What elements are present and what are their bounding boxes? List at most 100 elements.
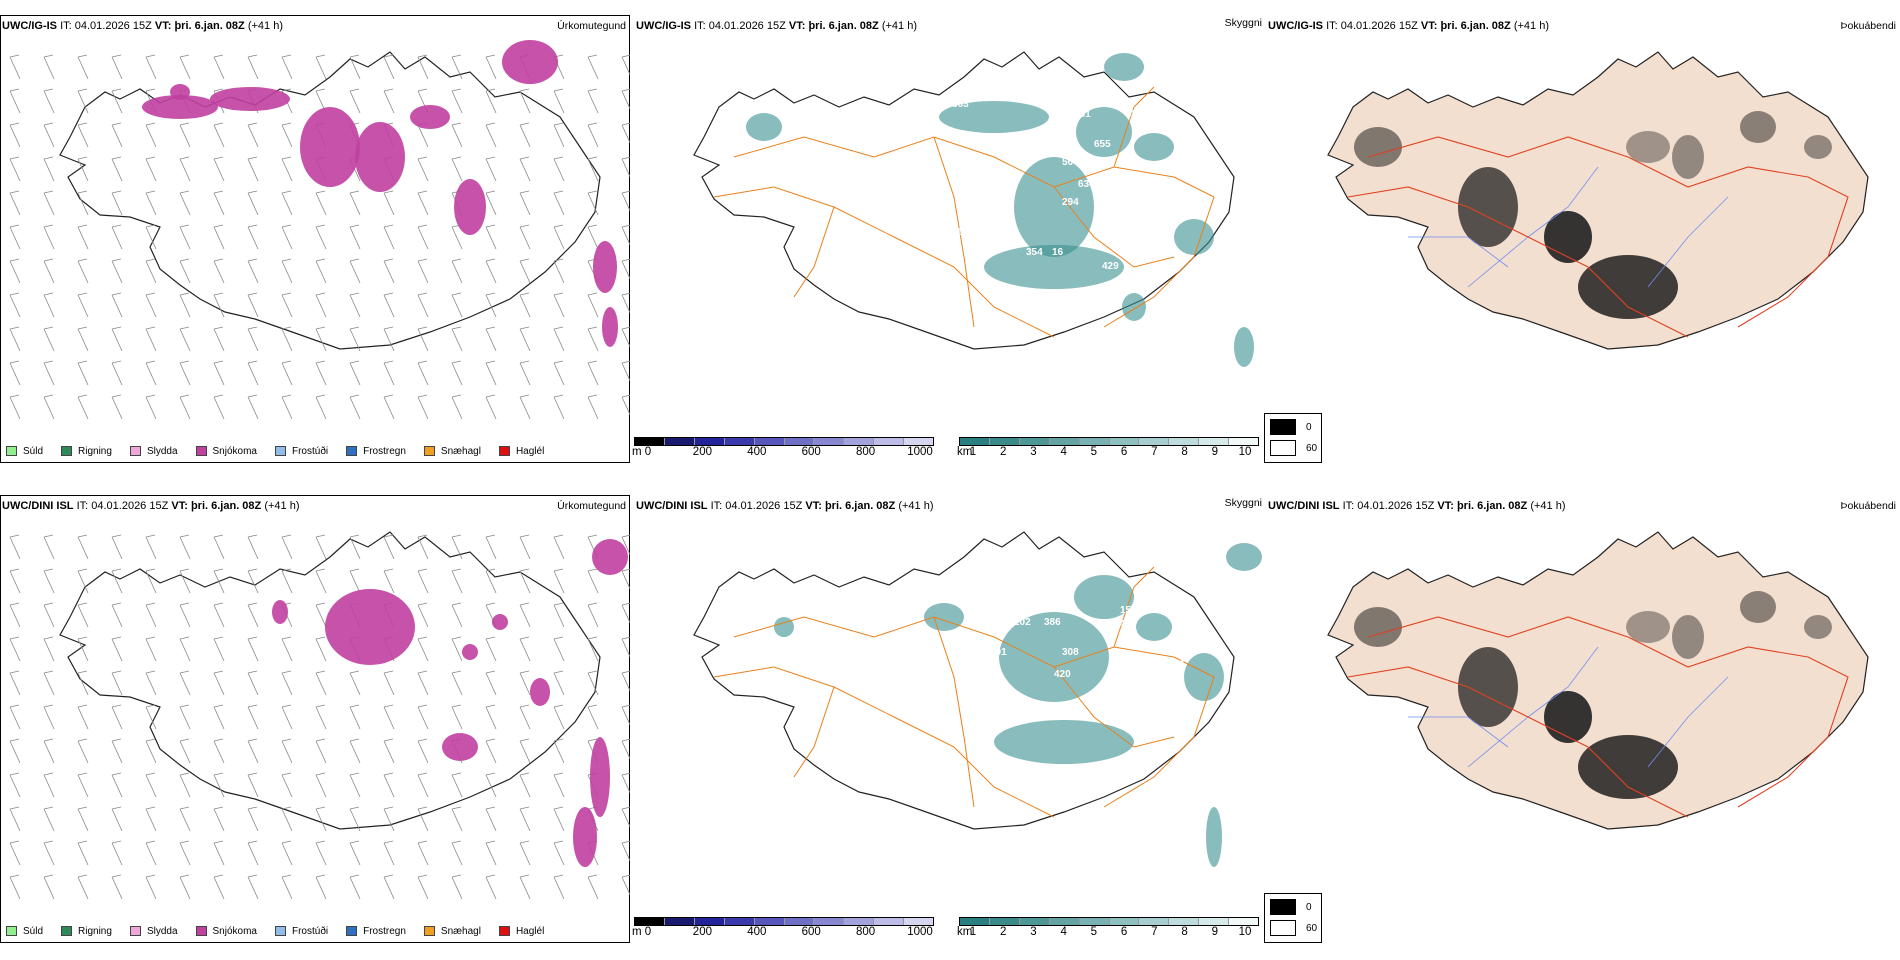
scale-color-step bbox=[1229, 918, 1259, 925]
wind-barb bbox=[43, 56, 55, 80]
fog-index-area bbox=[1354, 127, 1402, 167]
wind-barb bbox=[9, 740, 21, 764]
wind-barb-flag bbox=[247, 394, 258, 398]
wind-barb-flag bbox=[247, 122, 258, 126]
precip-map bbox=[9, 531, 630, 900]
wind-barb bbox=[9, 56, 21, 80]
wind-barb bbox=[553, 294, 565, 318]
wind-barb-flag bbox=[281, 54, 292, 58]
wind-barb-flag bbox=[383, 534, 394, 538]
iceland-outline bbox=[59, 51, 601, 350]
wind-barb-flag bbox=[281, 360, 292, 364]
wind-barb bbox=[213, 604, 225, 628]
fog-panel: UWC/IG-IS IT: 04.01.2026 15Z VT: þri. 6.… bbox=[1264, 15, 1900, 480]
fog-legend-item: 0 bbox=[1270, 899, 1321, 915]
visibility-height-label: 429 bbox=[1102, 261, 1119, 272]
wind-barb-flag bbox=[451, 156, 462, 160]
visibility-height-label: 655 bbox=[1094, 139, 1111, 150]
scale-color-step bbox=[1079, 438, 1110, 445]
wind-barb-flag bbox=[145, 54, 156, 58]
visibility-height-label: 420 bbox=[1054, 669, 1071, 680]
wind-barb bbox=[621, 808, 630, 828]
wind-barb-flag bbox=[587, 224, 598, 228]
wind-barb bbox=[281, 226, 293, 250]
wind-barb bbox=[9, 604, 21, 628]
wind-barb bbox=[349, 808, 361, 832]
wind-barb-flag bbox=[77, 636, 88, 640]
legend-swatch bbox=[498, 926, 510, 936]
scale-color-step bbox=[960, 918, 990, 925]
scale-unit: m bbox=[632, 446, 642, 458]
wind-barb-flag bbox=[77, 190, 88, 194]
wind-barb-flag bbox=[451, 292, 462, 296]
wind-barb-flag bbox=[111, 738, 122, 742]
low-visibility-area bbox=[1174, 219, 1214, 255]
wind-barb bbox=[621, 706, 630, 726]
wind-barb-flag bbox=[553, 840, 564, 844]
wind-barb-flag bbox=[145, 190, 156, 194]
wind-barb-flag bbox=[213, 54, 224, 58]
scale-tick-labels: 1 2 3 4 5 6 7 8 9 10 bbox=[959, 926, 1259, 938]
wind-barb bbox=[247, 260, 259, 284]
legend-swatch bbox=[346, 926, 358, 936]
precip-type-panel: UWC/IG-IS IT: 04.01.2026 15Z VT: þri. 6.… bbox=[0, 15, 632, 480]
wind-barb-flag bbox=[213, 568, 224, 572]
wind-barb-flag bbox=[77, 806, 88, 810]
wind-barb-flag bbox=[281, 772, 292, 776]
model-name: UWC/DINI ISL bbox=[1268, 500, 1340, 512]
visibility-scale: 1 2 3 4 5 6 7 8 9 10 km bbox=[957, 917, 1259, 939]
vt-label: VT: bbox=[805, 500, 822, 512]
wind-barb-flag bbox=[485, 874, 496, 878]
precip-legend-item: Snjókoma bbox=[192, 926, 257, 937]
scale-tick-label: 0 bbox=[644, 926, 652, 938]
it-value: 04.01.2026 15Z bbox=[74, 20, 152, 32]
wind-barb-flag bbox=[315, 224, 326, 228]
wind-barb bbox=[553, 226, 565, 250]
wind-barb-flag bbox=[179, 772, 190, 776]
wind-barb-flag bbox=[451, 772, 462, 776]
wind-barb-flag bbox=[451, 54, 462, 58]
visibility-height-label: 563 bbox=[952, 99, 969, 110]
wind-barb bbox=[281, 570, 293, 594]
visibility-height-label: 210 bbox=[1009, 151, 1026, 162]
wind-barb bbox=[383, 362, 395, 386]
legend-label: Frostregn bbox=[363, 445, 406, 457]
scale-tick-label: 5 bbox=[1090, 446, 1098, 458]
wind-barb-flag bbox=[77, 224, 88, 228]
wind-barb bbox=[451, 260, 463, 284]
wind-barb bbox=[111, 774, 123, 798]
wind-barb bbox=[485, 328, 497, 352]
wind-barb bbox=[383, 328, 395, 352]
wind-barb-flag bbox=[213, 360, 224, 364]
precip-legend-item: Haglél bbox=[495, 926, 544, 937]
wind-barb bbox=[179, 876, 191, 900]
visibility-height-label: 326 bbox=[904, 605, 921, 616]
coastline bbox=[1327, 531, 1869, 830]
wind-barb-flag bbox=[179, 224, 190, 228]
panel-frame bbox=[0, 15, 630, 463]
wind-barb bbox=[315, 56, 327, 80]
wind-barb bbox=[451, 328, 463, 352]
wind-barb-flag bbox=[145, 806, 156, 810]
wind-barb bbox=[213, 260, 225, 284]
wind-barb bbox=[451, 808, 463, 832]
wind-barb bbox=[315, 774, 327, 798]
wind-barb bbox=[77, 192, 89, 216]
wind-barb bbox=[417, 396, 429, 420]
wind-barb bbox=[213, 774, 225, 798]
wind-barb bbox=[179, 396, 191, 420]
legend-swatch bbox=[274, 446, 286, 456]
wind-barb bbox=[417, 260, 429, 284]
wind-barb bbox=[315, 192, 327, 216]
wind-barb bbox=[315, 226, 327, 250]
low-visibility-area bbox=[746, 113, 782, 141]
wind-barb bbox=[43, 260, 55, 284]
wind-barb bbox=[281, 294, 293, 318]
wind-barb bbox=[77, 328, 89, 352]
scale-unit: km bbox=[957, 446, 973, 458]
low-visibility-area bbox=[1104, 53, 1144, 81]
scale-color-step bbox=[635, 918, 665, 925]
wind-barb-flag bbox=[281, 88, 292, 92]
river-line bbox=[1408, 716, 1509, 748]
visibility-height-label: 71 bbox=[1174, 659, 1186, 670]
